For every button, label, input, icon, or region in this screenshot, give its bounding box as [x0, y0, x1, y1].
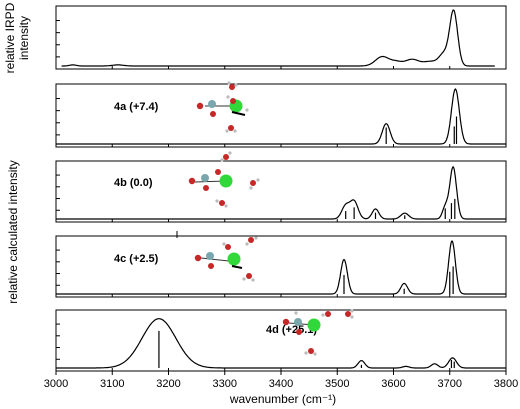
- spectrum-line-4d: [56, 318, 506, 369]
- x-tick-label: 3500: [325, 378, 349, 390]
- y-axis-title-irpd-line1: relative IRPD: [3, 2, 17, 73]
- x-tick-label: 3100: [100, 378, 124, 390]
- x-tick-label: 3700: [438, 378, 462, 390]
- panel-label-4b: 4b (0.0): [114, 177, 153, 189]
- cluster-structure-4c: [194, 236, 258, 282]
- panel-frame-4a: [55, 83, 507, 148]
- panel-label-4c: 4c (+2.5): [114, 253, 159, 265]
- spectrum-line-4b: [56, 165, 506, 220]
- panel-4d: 4d (+25.1): [55, 309, 507, 372]
- x-tick-label: 3000: [44, 378, 68, 390]
- panel-label-4d: 4d (+25.1): [266, 324, 317, 336]
- x-tick-label: 3200: [156, 378, 180, 390]
- panel-experimental: [55, 5, 507, 70]
- panel-4b: 4b (0.0): [55, 160, 507, 223]
- spectra-panels: 4a (+7.4) 4b (0.0) 4c (+2.5) 4d (+25.1): [55, 5, 507, 372]
- cluster-structure-4d: [282, 309, 354, 356]
- cluster-structure-4b: [188, 151, 260, 208]
- panel-label-4a: 4a (+7.4): [114, 101, 159, 113]
- x-tick-label: 3600: [381, 378, 405, 390]
- panel-frame-4d: [55, 309, 507, 372]
- panel-frame-4c: [55, 235, 507, 298]
- panel-frame-experimental: [55, 5, 507, 70]
- spectrum-line-experimental: [61, 9, 495, 67]
- y-axis-title-calculated: relative calculated intensity: [6, 160, 20, 303]
- spectrum-line-4a: [56, 88, 506, 145]
- y-axis-title-irpd-line2: intensity: [17, 16, 31, 60]
- x-tick-label: 3400: [269, 378, 293, 390]
- cluster-structure-4a: [196, 81, 249, 133]
- x-axis-title: wavenumber (cm⁻¹): [229, 392, 336, 406]
- panel-4c: 4c (+2.5): [55, 235, 507, 298]
- x-tick-label: 3800: [494, 378, 518, 390]
- x-axis: 3000 3100 3200 3300 3400 3500 3600 3700 3800: [44, 371, 518, 390]
- panel-frame-4b: [55, 160, 507, 223]
- x-tick-label: 3300: [213, 378, 237, 390]
- spectrum-line-4c: [56, 240, 506, 295]
- panel-4a: 4a (+7.4): [55, 83, 507, 148]
